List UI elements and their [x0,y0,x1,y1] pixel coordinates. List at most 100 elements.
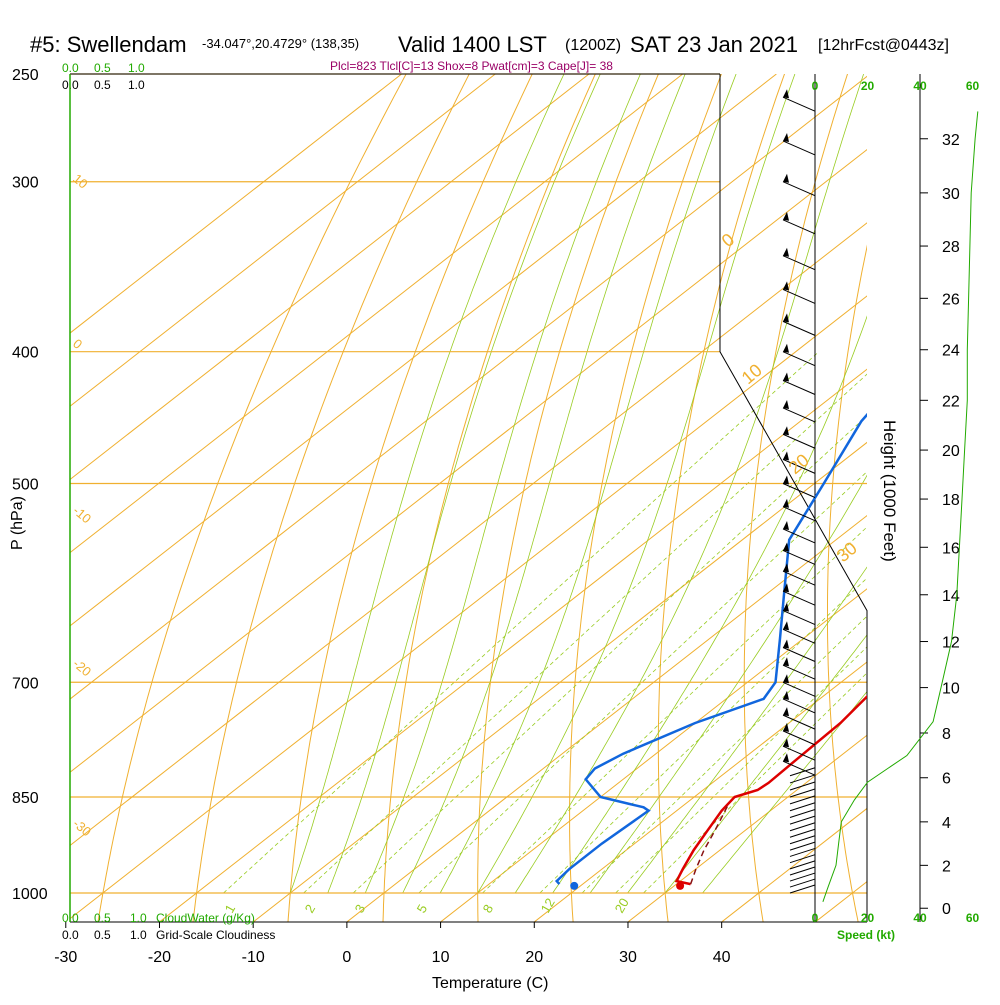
cloudwater-label: CloudWater (g/Kg) [156,911,255,925]
wind-speed-tick-bottom: 0 [812,911,819,925]
height-tick-label: 4 [942,815,951,832]
isotherm-line [816,74,1000,922]
dry-adiabat-label: 0 [70,336,85,352]
wind-barb-staff [790,829,815,837]
cloudwater-scale-0: 0.0 [62,911,79,925]
dry-adiabat-line [986,50,1000,922]
wind-barb-staff [783,182,815,196]
surface-temperature-dot [676,882,684,890]
dewpoint-line [557,120,1000,885]
x-tick-label: 40 [713,949,731,966]
pressure-tick-label: 300 [12,175,39,192]
wind-barb-staff [783,141,815,155]
dry-adiabat-label: -10 [70,503,94,527]
isobars [70,74,867,893]
utc-time: (1200Z) [565,37,621,54]
pressure-tick-label: 850 [12,790,39,807]
bottom-legend: 0.0 0.5 1.0 CloudWater (g/Kg) 0.0 0.5 1.… [62,911,275,942]
dry-adiabat-label: 10 [70,171,91,192]
moist-adiabat-label: 30 [833,538,861,566]
height-tick-label: 8 [942,726,951,743]
wind-speed-tick-top: 40 [913,79,927,93]
pressure-tick-label: 400 [12,345,39,362]
wind-barb-staff [783,321,815,335]
wind-barb-staff [790,809,815,817]
mixing-ratio-line [483,352,1000,893]
isotherm-line [0,74,1000,922]
height-tick-label: 20 [942,443,960,460]
dry-adiabat-line [383,50,606,922]
wind-barb-staff [790,855,815,863]
sounding-series [557,120,1000,890]
x-axis-label: Temperature (C) [432,975,548,992]
top-scale-label-2: 1.0 [128,78,145,92]
top-scale: 0.0 0.5 1.0 0.0 0.5 1.0 [62,61,145,92]
wind-speed-tick-bottom: 40 [913,911,927,925]
wind-barb-staff [790,816,815,824]
wind-speed-label: Speed (kt) [837,928,895,942]
top-scale-label-green-1: 0.5 [94,61,111,75]
wind-barb-staff [783,97,815,111]
isotherm-line [0,74,964,922]
dry-adiabat-line [908,50,980,922]
wind-barb-flag [783,674,789,683]
height-tick-label: 2 [942,858,951,875]
cloudiness-label: Grid-Scale Cloudiness [156,928,275,942]
mixing-ratio-line [582,352,1000,893]
x-tick-label: 20 [525,949,543,966]
valid-date: SAT 23 Jan 2021 [630,32,798,57]
top-scale-label-green-0: 0.0 [62,61,79,75]
dry-adiabat-line [828,50,918,922]
wind-barb-staff [790,842,815,850]
dry-adiabat-line [193,50,482,922]
x-tick-label: -30 [54,949,77,966]
wind-barb-staff [783,529,815,543]
valid-time: Valid 1400 LST [398,32,547,57]
wind-speed-tick-top: 20 [861,79,875,93]
wind-barb-flag [783,174,789,183]
wind-speed-tick-top: 0 [812,79,819,93]
pressure-tick-label: 250 [12,67,39,84]
wind-barb-staff [783,629,815,643]
wind-speed-tick-bottom: 20 [861,911,875,925]
height-tick-label: 28 [942,239,960,256]
wind-barb-staff [783,591,815,605]
station-coords: -34.047°,20.4729° (138,35) [202,36,359,51]
x-tick-label: -10 [242,949,265,966]
height-tick-label: 26 [942,291,960,308]
mixing-ratio-label: 20 [612,895,632,915]
pressure-tick-label: 700 [12,675,39,692]
wind-barb-staff [783,682,815,696]
surface-dewpoint-dot [570,882,578,890]
height-tick-label: 30 [942,186,960,203]
mixing-ratio-label: 2 [302,902,319,916]
wind-barb-flag [783,476,789,485]
top-scale-label-1: 0.5 [94,78,111,92]
mixing-ratio-line [644,352,1000,893]
mixing-ratio-label: 12 [538,895,558,915]
wind-barb-staff [790,823,815,831]
mixing-ratio-line [419,352,996,893]
wind-barb-flag [783,621,789,630]
plot-boundary [70,74,867,922]
wind-barb-staff [790,803,815,811]
height-tick-label: 22 [942,393,960,410]
dry-adiabat-label: -20 [70,656,94,680]
wind-barb-staff [783,571,815,585]
height-tick-label: 6 [942,771,951,788]
dry-adiabat-line [744,50,855,922]
wind-speed-tick-top: 60 [966,79,980,93]
x-tick-label: -20 [148,949,171,966]
top-scale-label-green-2: 1.0 [128,61,145,75]
wind-barb-flag [783,373,789,382]
cloudwater-scale-2: 1.0 [130,911,147,925]
pressure-tick-label: 500 [12,477,39,494]
wind-barb-staff [783,611,815,625]
wind-barb-staff [783,289,815,303]
wind-barb-staff [790,768,815,776]
wind-speed-tick-bottom: 60 [966,911,980,925]
y-axis-label: P (hPa) [9,496,26,550]
background-lines [0,50,1000,922]
